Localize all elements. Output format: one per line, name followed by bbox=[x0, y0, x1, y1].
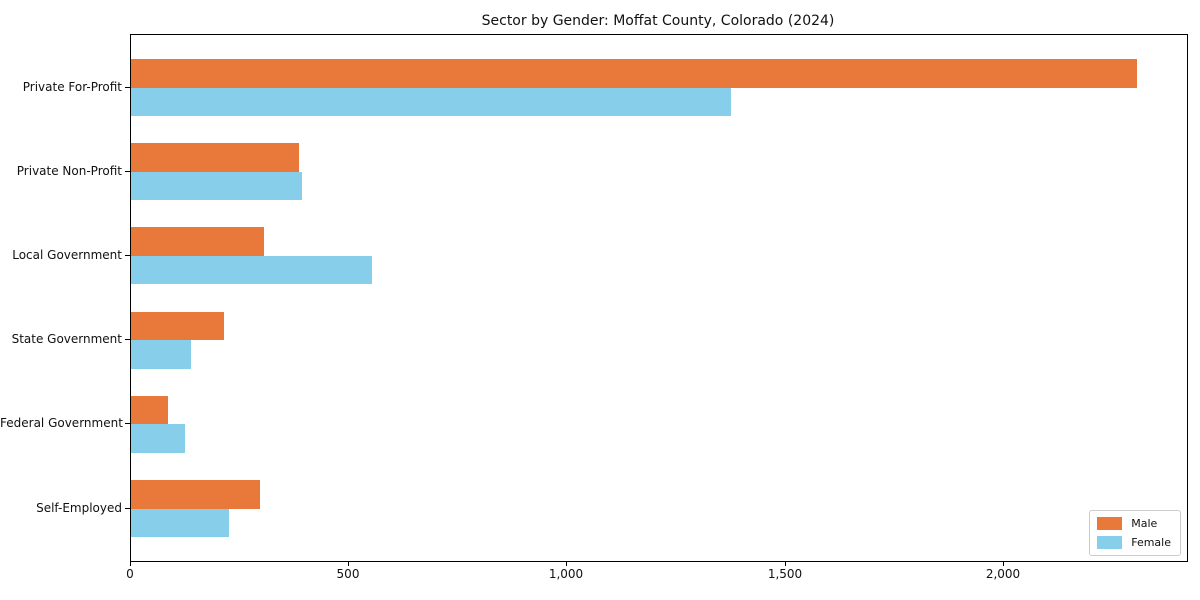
bar-female-0 bbox=[131, 87, 731, 116]
x-tick-mark bbox=[785, 561, 786, 566]
legend: Male Female bbox=[1089, 510, 1181, 556]
x-tick-mark bbox=[348, 561, 349, 566]
bar-female-3 bbox=[131, 340, 192, 369]
bar-male-3 bbox=[131, 311, 224, 341]
y-tick-label-5: Self-Employed bbox=[36, 501, 122, 515]
chart-title: Sector by Gender: Moffat County, Colorad… bbox=[481, 13, 835, 29]
x-tick-mark bbox=[566, 561, 567, 566]
legend-label-male: Male bbox=[1131, 517, 1158, 530]
y-tick-mark bbox=[125, 508, 130, 509]
y-tick-mark bbox=[125, 339, 130, 340]
plot-area bbox=[130, 34, 1188, 562]
y-tick-mark bbox=[125, 171, 130, 172]
y-tick-label-4: Federal Government bbox=[0, 416, 123, 430]
x-tick-label-1: 500 bbox=[336, 567, 360, 581]
legend-entry-male: Male bbox=[1097, 517, 1171, 530]
legend-swatch-male bbox=[1097, 517, 1123, 530]
bar-male-0 bbox=[131, 59, 1137, 88]
bar-male-1 bbox=[131, 143, 299, 172]
y-tick-mark bbox=[125, 87, 130, 88]
bar-female-1 bbox=[131, 171, 303, 201]
bar-female-2 bbox=[131, 255, 372, 285]
bar-male-2 bbox=[131, 227, 265, 256]
legend-swatch-female bbox=[1097, 536, 1123, 549]
bar-female-5 bbox=[131, 508, 230, 537]
x-tick-label-3: 1,500 bbox=[767, 567, 803, 581]
x-tick-label-4: 2,000 bbox=[985, 567, 1021, 581]
bar-female-4 bbox=[131, 424, 186, 453]
legend-label-female: Female bbox=[1131, 536, 1171, 549]
y-tick-mark bbox=[125, 255, 130, 256]
y-tick-mark bbox=[125, 423, 130, 424]
x-tick-mark bbox=[1003, 561, 1004, 566]
y-tick-label-3: State Government bbox=[11, 332, 122, 346]
y-tick-label-2: Local Government bbox=[12, 248, 122, 262]
x-tick-label-2: 1,000 bbox=[548, 567, 584, 581]
legend-entry-female: Female bbox=[1097, 536, 1171, 549]
y-tick-label-0: Private For-Profit bbox=[22, 80, 122, 94]
y-tick-label-1: Private Non-Profit bbox=[16, 164, 122, 178]
x-tick-label-0: 0 bbox=[126, 567, 134, 581]
x-tick-mark bbox=[130, 561, 131, 566]
bar-male-4 bbox=[131, 395, 169, 425]
bar-male-5 bbox=[131, 480, 260, 509]
